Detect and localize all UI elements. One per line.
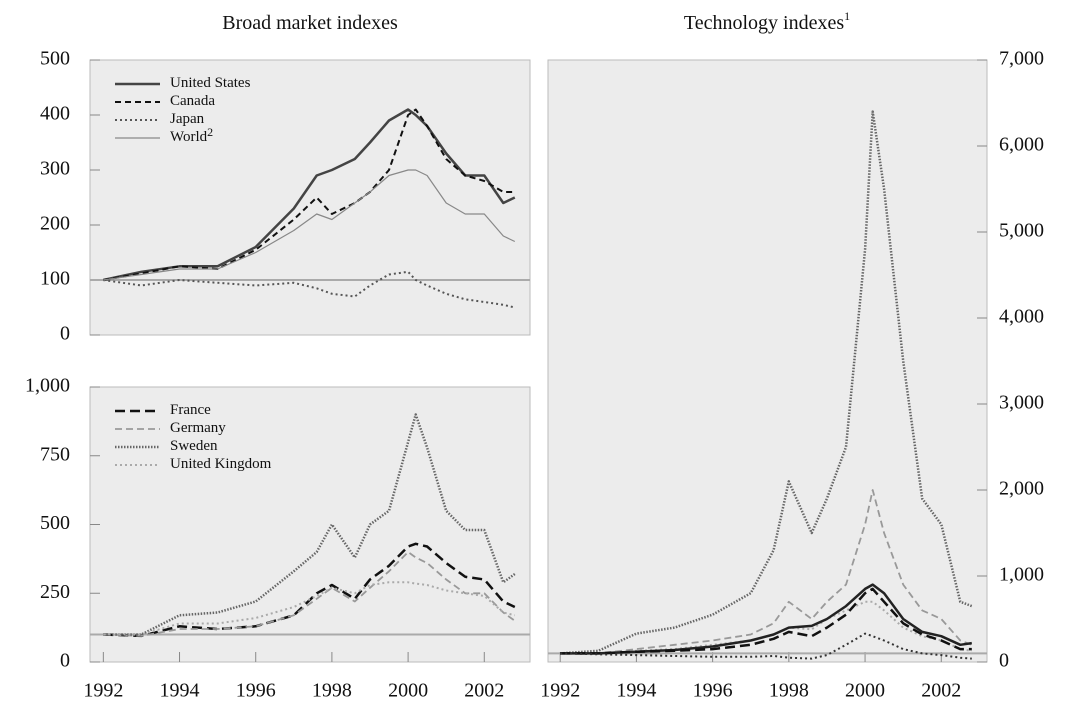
y-tick-label: 400	[40, 103, 70, 125]
legend-label: World2	[170, 125, 213, 146]
legend-name: World	[170, 129, 208, 145]
y-tick-label: 750	[40, 443, 70, 465]
x-tick-label: 1998	[769, 680, 809, 702]
legend-label: Sweden	[170, 438, 218, 454]
x-tick-label: 2000	[388, 680, 428, 702]
legend-label: Canada	[170, 93, 215, 109]
y-tick-label: 100	[40, 268, 70, 290]
x-tick-label: 2000	[845, 680, 885, 702]
x-tick-label: 1994	[160, 680, 200, 702]
y-tick-label: 200	[40, 213, 70, 235]
x-tick-label: 1992	[83, 680, 123, 702]
y-tick-label: 2,000	[999, 478, 1044, 500]
series-line	[560, 489, 973, 655]
y-tick-label: 0	[60, 650, 70, 672]
series-line	[560, 587, 972, 655]
title-note: 1	[844, 9, 850, 23]
series-line	[103, 551, 516, 637]
y-tick-label: 500	[40, 48, 70, 70]
legend-name: Canada	[170, 93, 215, 109]
x-tick-label: 1996	[236, 680, 276, 702]
legend-name: Japan	[170, 111, 205, 127]
y-tick-label: 4,000	[999, 306, 1044, 328]
legend-note: 2	[207, 125, 213, 139]
series-line	[103, 270, 516, 309]
plot-area	[547, 59, 988, 663]
y-tick-label: 7,000	[999, 48, 1044, 70]
y-tick-label: 500	[40, 512, 70, 534]
y-tick-label: 250	[40, 581, 70, 603]
series-line	[560, 110, 973, 655]
x-tick-label: 1994	[616, 680, 656, 702]
plot-area	[89, 59, 531, 336]
y-tick-label: 5,000	[999, 220, 1044, 242]
title-text: Broad market indexes	[222, 12, 398, 34]
legend-label: Japan	[170, 111, 205, 127]
x-tick-label: 2002	[921, 680, 961, 702]
legend-name: United States	[170, 75, 251, 91]
y-tick-label: 300	[40, 158, 70, 180]
legend-name: Germany	[170, 420, 226, 436]
legend-label: Germany	[170, 420, 226, 436]
series-line	[103, 413, 516, 636]
x-tick-label: 1992	[540, 680, 580, 702]
legend-name: Sweden	[170, 438, 218, 454]
plot-area	[89, 386, 531, 663]
series-line	[103, 169, 516, 281]
legend-label: France	[170, 402, 211, 418]
legend-name: France	[170, 402, 211, 418]
series-line	[103, 542, 516, 638]
chart-title: Technology indexes1	[684, 9, 850, 34]
legend-name: United Kingdom	[170, 456, 272, 472]
y-tick-label: 1,000	[25, 375, 70, 397]
y-tick-label: 0	[999, 650, 1009, 672]
y-tick-label: 1,000	[999, 564, 1044, 586]
x-tick-label: 1996	[693, 680, 733, 702]
x-tick-label: 1998	[312, 680, 352, 702]
y-tick-label: 3,000	[999, 392, 1044, 414]
title-text: Technology indexes	[684, 12, 844, 34]
chart-title: Broad market indexes	[222, 12, 398, 34]
y-tick-label: 0	[60, 323, 70, 345]
legend-label: United Kingdom	[170, 456, 272, 472]
legend-label: United States	[170, 75, 251, 91]
series-line	[103, 581, 516, 636]
series-line	[560, 632, 972, 660]
y-tick-label: 6,000	[999, 134, 1044, 156]
x-tick-label: 2002	[464, 680, 504, 702]
